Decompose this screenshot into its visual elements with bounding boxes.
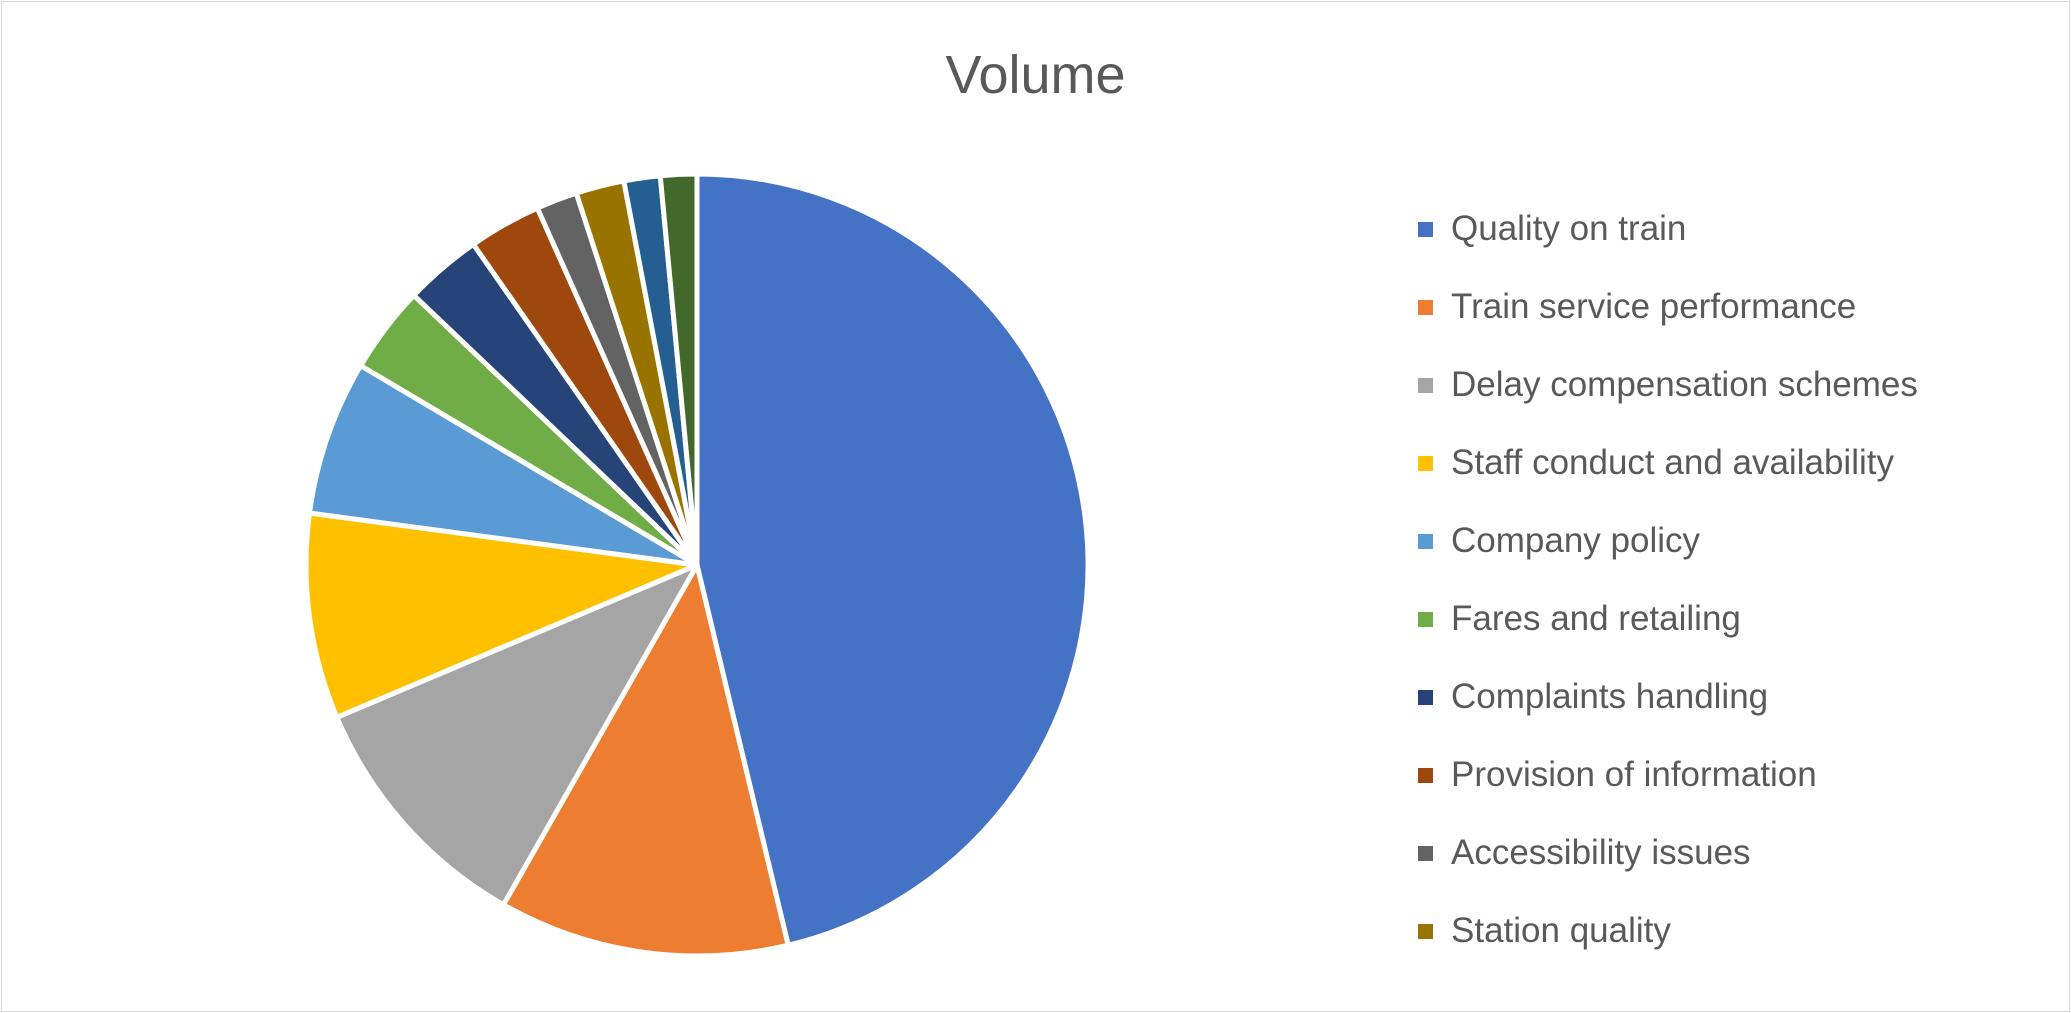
legend-marker — [1418, 611, 1433, 627]
legend-item: Complaints handling — [1418, 658, 1918, 736]
pie-slice — [657, 171, 700, 568]
legend-label: Delay compensation schemes — [1451, 365, 1918, 404]
legend-marker — [1418, 845, 1433, 861]
pie-slice — [500, 562, 791, 959]
legend-marker — [1418, 377, 1433, 393]
legend-marker — [1418, 455, 1433, 471]
legend-marker — [1418, 923, 1433, 939]
legend-marker — [1418, 767, 1433, 783]
legend-label: Company policy — [1451, 521, 1700, 560]
legend-label: Fares and retailing — [1451, 599, 1741, 638]
legend-label: Accessibility issues — [1451, 833, 1751, 872]
legend-marker — [1418, 533, 1433, 549]
legend-marker — [1418, 221, 1433, 237]
legend-label: Complaints handling — [1451, 677, 1769, 716]
legend-item: Company policy — [1418, 502, 1918, 580]
legend-label: Quality on train — [1451, 209, 1687, 248]
legend-label: Staff conduct and availability — [1451, 443, 1894, 482]
legend-item: Delay compensation schemes — [1418, 346, 1918, 424]
chart-title: Volume — [945, 45, 1126, 105]
legend-label: Station quality — [1451, 911, 1671, 950]
legend-item: Provision of information — [1418, 736, 1918, 814]
legend-item: Fares and retailing — [1418, 580, 1918, 658]
legend-marker — [1418, 299, 1433, 315]
legend-item: Quality on train — [1418, 190, 1918, 268]
legend-item: Staff conduct and availability — [1418, 424, 1918, 502]
pie-slice — [694, 171, 1091, 948]
legend-label: Train service performance — [1451, 287, 1857, 326]
legend: Quality on train Train service performanc… — [1418, 190, 1918, 970]
legend-label: Provision of information — [1451, 755, 1817, 794]
legend-item: Train service performance — [1418, 268, 1918, 346]
legend-item: Station quality — [1418, 892, 1918, 970]
legend-marker — [1418, 689, 1433, 705]
legend-item: Accessibility issues — [1418, 814, 1918, 892]
pie-slice — [334, 562, 700, 908]
pie-slice — [303, 510, 700, 720]
pie-slice — [306, 363, 700, 568]
